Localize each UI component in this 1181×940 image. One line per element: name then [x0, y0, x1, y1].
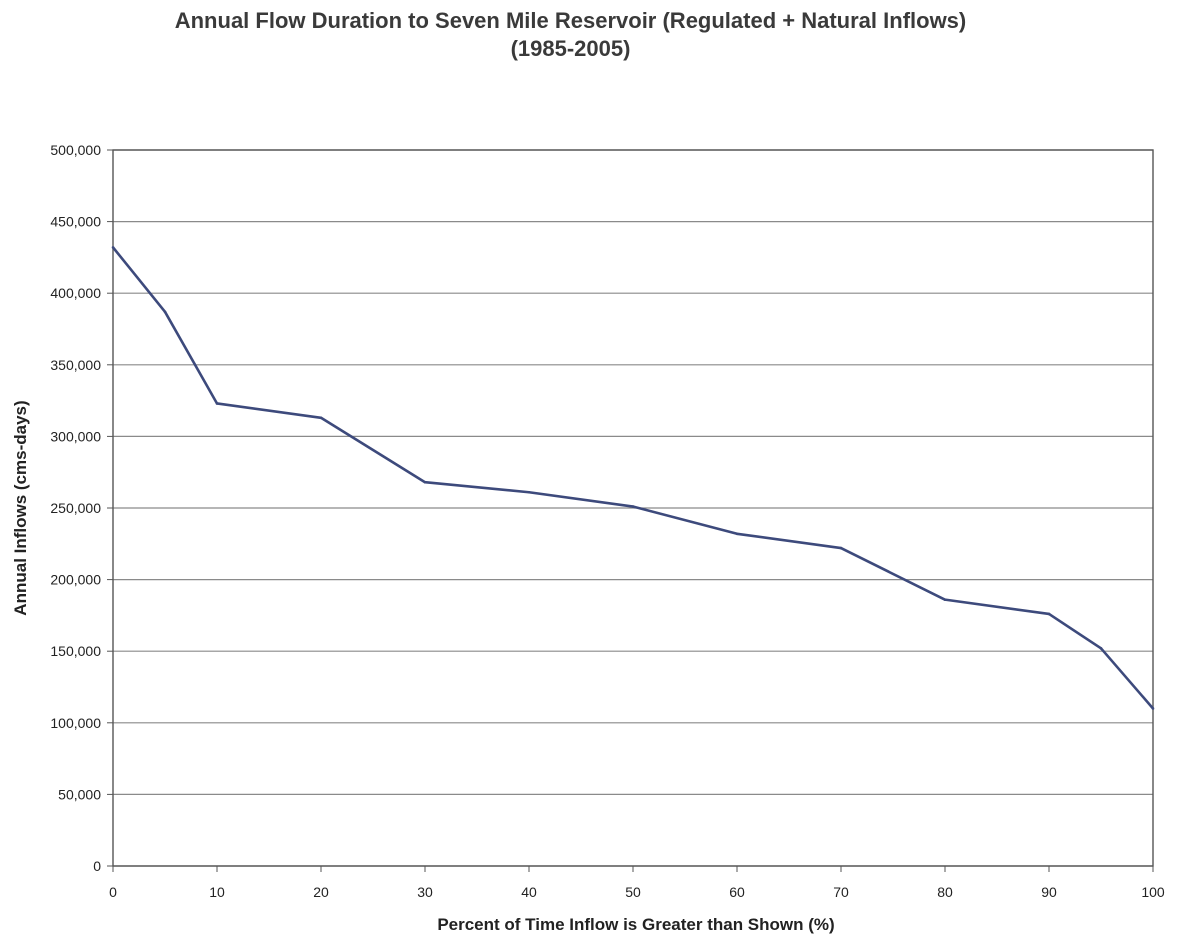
- series-line: [111, 246, 1154, 710]
- y-tick-label: 350,000: [50, 357, 101, 373]
- y-tick-label: 400,000: [50, 285, 101, 301]
- y-tick-label: 0: [93, 858, 101, 874]
- y-tick-label: 450,000: [50, 214, 101, 230]
- data-point: [215, 402, 219, 405]
- y-tick-label: 50,000: [58, 786, 101, 802]
- y-tick-label: 500,000: [50, 142, 101, 158]
- x-tick-label: 40: [521, 884, 537, 900]
- y-tick-label: 300,000: [50, 428, 101, 444]
- y-tick-label: 200,000: [50, 572, 101, 588]
- x-tick-label: 90: [1041, 884, 1057, 900]
- chart-subtitle: (1985-2005): [510, 36, 631, 61]
- x-tick-label: 50: [625, 884, 641, 900]
- data-point: [839, 546, 843, 550]
- chart-title: Annual Flow Duration to Seven Mile Reser…: [174, 8, 967, 33]
- x-tick-label: 20: [313, 884, 329, 900]
- y-axis-ticks: 0 50,000 100,000 150,000 200,000 250,000 300,0…: [50, 142, 113, 874]
- data-point: [527, 490, 531, 494]
- x-tick-label: 0: [109, 884, 117, 900]
- y-tick-label: 250,000: [50, 500, 101, 516]
- x-tick-label: 80: [937, 884, 953, 900]
- data-point: [111, 246, 115, 249]
- x-tick-label: 10: [209, 884, 225, 900]
- data-point: [1099, 647, 1103, 650]
- y-axis-label: Annual Inflows (cms-days): [11, 400, 30, 615]
- gridlines: [113, 149, 1153, 867]
- x-tick-label: 70: [833, 884, 849, 900]
- data-point: [1047, 612, 1051, 616]
- data-point: [423, 480, 427, 484]
- y-tick-label: 100,000: [50, 715, 101, 731]
- data-point: [735, 532, 739, 536]
- x-axis-label: Percent of Time Inflow is Greater than S…: [437, 915, 834, 934]
- data-point: [943, 598, 947, 601]
- data-point: [631, 505, 635, 508]
- x-tick-label: 30: [417, 884, 433, 900]
- data-point: [163, 310, 167, 314]
- x-tick-label: 100: [1141, 884, 1165, 900]
- data-point: [1151, 707, 1155, 710]
- data-point: [319, 416, 323, 420]
- x-axis-ticks: 0 10 20 30 40 50 60 70 80 90 100: [109, 866, 1165, 900]
- series-layer: [111, 246, 1155, 710]
- y-tick-label: 150,000: [50, 643, 101, 659]
- x-tick-label: 60: [729, 884, 745, 900]
